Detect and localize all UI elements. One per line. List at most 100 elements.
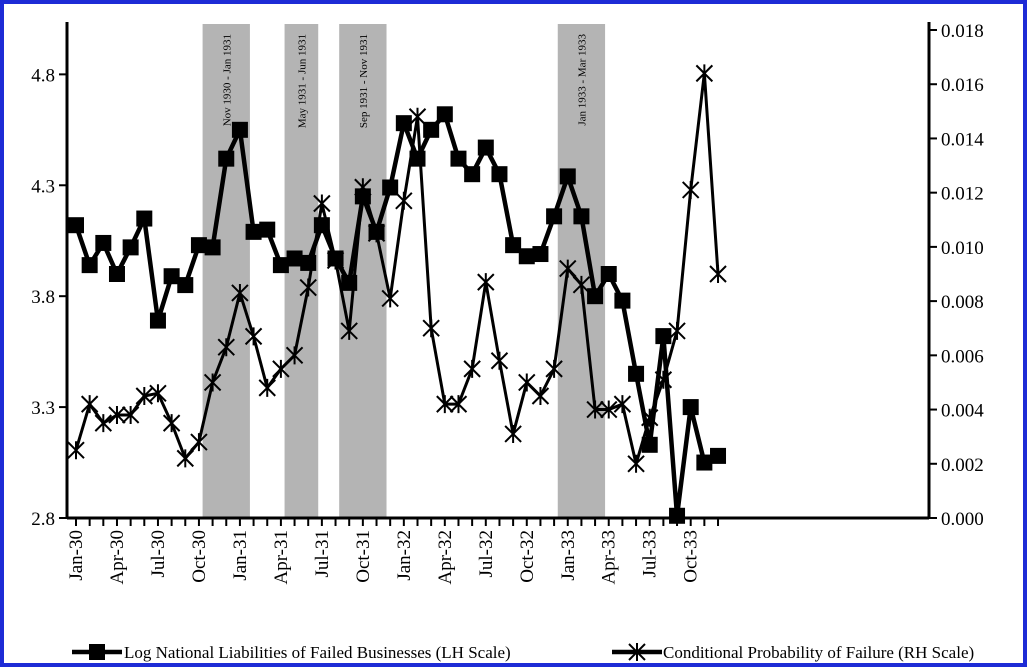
data-point <box>408 107 427 126</box>
data-point <box>244 327 263 346</box>
data-point <box>286 250 303 267</box>
right-tick-label: 0.012 <box>941 184 984 205</box>
data-point <box>80 395 99 414</box>
data-point <box>245 223 262 240</box>
x-tick-label: Jan-30 <box>66 530 87 581</box>
data-point <box>450 150 467 167</box>
data-point <box>231 283 249 302</box>
data-point <box>614 292 631 309</box>
series-line <box>73 112 720 519</box>
data-point <box>67 441 85 460</box>
series-1 <box>67 64 727 473</box>
left-tick-label: 4.3 <box>31 176 55 197</box>
right-tick-label: 0.008 <box>941 292 984 313</box>
right-tick-label: 0.016 <box>941 75 984 96</box>
data-point <box>423 121 440 138</box>
shaded-period-label: Jan 1933 - Mar 1933 <box>576 34 588 126</box>
data-point <box>135 387 154 405</box>
shaded-period-1 <box>284 24 319 518</box>
data-point <box>176 449 194 468</box>
data-point <box>710 447 727 464</box>
data-point <box>177 277 194 294</box>
series-0 <box>68 106 727 524</box>
right-tick-label: 0.000 <box>941 509 984 530</box>
data-point <box>218 150 235 167</box>
data-point <box>190 237 207 254</box>
data-point <box>94 414 113 433</box>
right-tick-label: 0.002 <box>941 455 984 476</box>
data-point <box>354 178 372 197</box>
data-point <box>518 248 535 265</box>
x-tick-label: Jul-32 <box>476 530 497 578</box>
series-group <box>67 64 727 524</box>
shaded-period-0 <box>202 24 250 518</box>
data-point <box>628 365 645 382</box>
data-point <box>259 221 276 238</box>
x-tick-label: Jul-31 <box>312 530 333 578</box>
data-point <box>477 139 494 156</box>
x-tick-label: Jul-33 <box>640 530 661 578</box>
data-point <box>122 239 139 256</box>
data-point <box>381 289 399 308</box>
data-point <box>81 257 98 274</box>
data-point <box>68 217 84 234</box>
data-point <box>231 121 248 138</box>
legend-marker <box>89 644 105 660</box>
right-tick-label: 0.014 <box>941 129 984 150</box>
x-tick-label: Oct-30 <box>189 530 210 583</box>
data-point <box>682 399 699 416</box>
data-point <box>149 312 166 329</box>
shaded-periods: Nov 1930 - Jan 1931 May 1931 - Jun 1931 Se… <box>202 24 606 518</box>
x-tick-label: Apr-32 <box>435 530 456 585</box>
data-point <box>531 387 550 405</box>
data-point <box>559 259 577 278</box>
data-point <box>285 346 304 365</box>
x-tick-label: Apr-30 <box>107 530 128 585</box>
data-point <box>600 400 618 419</box>
data-point <box>709 265 727 283</box>
shaded-period-2 <box>339 24 387 518</box>
data-point <box>505 237 522 254</box>
data-point <box>504 424 522 443</box>
data-point <box>367 224 386 243</box>
data-point <box>463 359 481 378</box>
data-point <box>203 373 222 392</box>
left-tick-label: 3.3 <box>31 398 55 419</box>
right-tick-label: 0.010 <box>941 238 984 259</box>
data-point <box>669 507 686 524</box>
x-tick-label: Apr-31 <box>271 530 292 585</box>
data-point <box>464 166 481 183</box>
legend: Log National Liabilities of Failed Busin… <box>72 643 974 662</box>
data-point <box>668 321 686 340</box>
data-point <box>436 106 453 123</box>
data-point <box>436 395 454 414</box>
shaded-period-label: May 1931 - Jun 1931 <box>296 34 308 128</box>
data-point <box>587 288 604 305</box>
data-point <box>449 395 468 414</box>
data-point <box>613 395 632 414</box>
x-tick-label: Oct-32 <box>517 530 538 583</box>
legend-item-1: Conditional Probability of Failure (RH S… <box>612 643 974 662</box>
right-tick-label: 0.006 <box>941 346 984 367</box>
data-point <box>518 373 536 392</box>
data-point <box>559 168 576 185</box>
axes: 2.8 3.3 3.8 4.3 4.8 0.000 0.002 0.004 0.006 0.008… <box>31 21 984 585</box>
data-point <box>163 268 180 285</box>
x-tick-label: Oct-31 <box>353 530 374 583</box>
data-point <box>382 179 399 196</box>
data-point <box>95 234 112 251</box>
shaded-period-label: Sep 1931 - Nov 1931 <box>358 34 370 128</box>
data-point <box>681 180 700 199</box>
data-point <box>477 273 495 292</box>
data-point <box>217 338 235 357</box>
x-tick-label: Oct-33 <box>681 530 702 583</box>
data-point <box>696 454 713 471</box>
data-point <box>340 321 358 340</box>
data-point <box>258 378 276 397</box>
data-point <box>299 278 317 297</box>
data-point <box>313 194 331 213</box>
x-tick-label: Jul-30 <box>148 530 169 578</box>
data-point <box>272 257 289 274</box>
legend-marker <box>628 643 646 661</box>
